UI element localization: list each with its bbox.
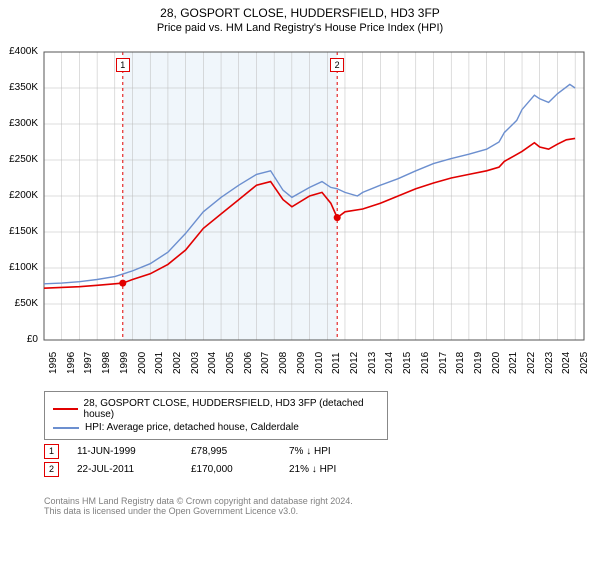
y-tick-label: £0 — [2, 334, 38, 345]
x-tick-label: 2013 — [367, 352, 378, 374]
x-tick-label: 2022 — [526, 352, 537, 374]
transaction-marker-icon: 1 — [44, 444, 59, 459]
transaction-date: 11-JUN-1999 — [77, 446, 173, 457]
y-tick-label: £400K — [2, 46, 38, 57]
y-tick-label: £200K — [2, 190, 38, 201]
x-tick-label: 2001 — [154, 352, 165, 374]
transaction-price: £78,995 — [191, 446, 271, 457]
legend-swatch — [53, 408, 78, 410]
x-tick-label: 2008 — [278, 352, 289, 374]
y-tick-label: £250K — [2, 154, 38, 165]
chart-legend: 28, GOSPORT CLOSE, HUDDERSFIELD, HD3 3FP… — [44, 391, 388, 440]
y-tick-label: £350K — [2, 82, 38, 93]
copyright-line2: This data is licensed under the Open Gov… — [44, 506, 353, 516]
x-tick-label: 2023 — [544, 352, 555, 374]
x-tick-label: 2025 — [579, 352, 590, 374]
x-tick-label: 2019 — [473, 352, 484, 374]
x-tick-label: 2011 — [331, 352, 342, 374]
x-tick-label: 1995 — [48, 352, 59, 374]
x-tick-label: 2017 — [438, 352, 449, 374]
x-tick-label: 2000 — [137, 352, 148, 374]
x-tick-label: 2021 — [508, 352, 519, 374]
transactions-table: 1 11-JUN-1999 £78,995 7% ↓ HPI 2 22-JUL-2011 £… — [44, 441, 544, 480]
x-tick-label: 1997 — [83, 352, 94, 374]
transaction-row: 2 22-JUL-2011 £170,000 21% ↓ HPI — [44, 462, 544, 477]
y-tick-label: £300K — [2, 118, 38, 129]
x-tick-label: 2009 — [296, 352, 307, 374]
x-tick-label: 2003 — [190, 352, 201, 374]
x-tick-label: 2012 — [349, 352, 360, 374]
x-tick-label: 2005 — [225, 352, 236, 374]
x-tick-label: 2004 — [207, 352, 218, 374]
x-tick-label: 2016 — [420, 352, 431, 374]
x-tick-label: 1996 — [66, 352, 77, 374]
transaction-row: 1 11-JUN-1999 £78,995 7% ↓ HPI — [44, 444, 544, 459]
legend-label: HPI: Average price, detached house, Cald… — [85, 422, 299, 433]
x-tick-label: 2020 — [491, 352, 502, 374]
legend-swatch — [53, 427, 79, 429]
legend-label: 28, GOSPORT CLOSE, HUDDERSFIELD, HD3 3FP… — [84, 398, 379, 420]
x-tick-label: 2018 — [455, 352, 466, 374]
transaction-price: £170,000 — [191, 464, 271, 475]
transaction-delta: 7% ↓ HPI — [289, 446, 331, 457]
x-tick-label: 2014 — [384, 352, 395, 374]
x-tick-label: 1999 — [119, 352, 130, 374]
x-tick-label: 2015 — [402, 352, 413, 374]
y-tick-label: £150K — [2, 226, 38, 237]
transaction-marker-icon: 2 — [44, 462, 59, 477]
transaction-date: 22-JUL-2011 — [77, 464, 173, 475]
copyright-notice: Contains HM Land Registry data © Crown c… — [44, 496, 353, 516]
x-tick-label: 1998 — [101, 352, 112, 374]
chart-marker-box: 1 — [116, 58, 130, 72]
legend-row: HPI: Average price, detached house, Cald… — [53, 422, 379, 433]
legend-row: 28, GOSPORT CLOSE, HUDDERSFIELD, HD3 3FP… — [53, 398, 379, 420]
y-tick-label: £100K — [2, 262, 38, 273]
x-tick-label: 2024 — [561, 352, 572, 374]
x-tick-label: 2007 — [260, 352, 271, 374]
x-tick-label: 2010 — [314, 352, 325, 374]
chart-marker-box: 2 — [330, 58, 344, 72]
price-chart — [0, 6, 600, 386]
transaction-delta: 21% ↓ HPI — [289, 464, 336, 475]
x-tick-label: 2006 — [243, 352, 254, 374]
x-tick-label: 2002 — [172, 352, 183, 374]
copyright-line1: Contains HM Land Registry data © Crown c… — [44, 496, 353, 506]
y-tick-label: £50K — [2, 298, 38, 309]
